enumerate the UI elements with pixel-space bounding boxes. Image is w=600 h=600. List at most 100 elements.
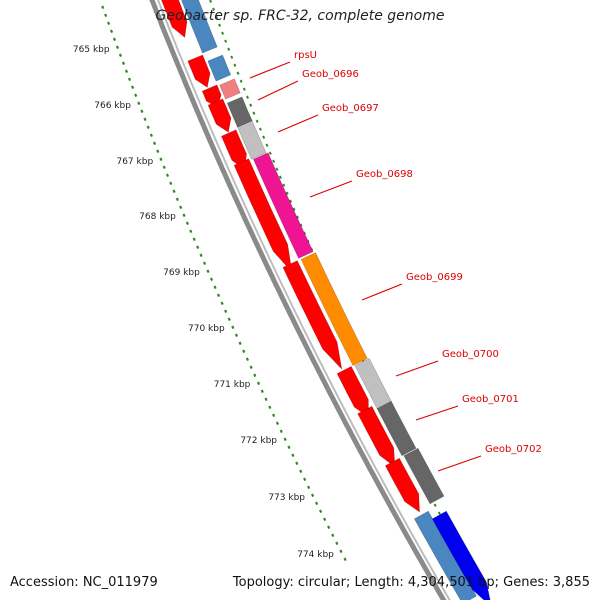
gene-feature <box>207 98 232 133</box>
scale-tick <box>209 277 214 282</box>
gene-leader-line <box>277 114 319 133</box>
scale-tick <box>213 285 217 290</box>
outer-tick <box>275 167 279 171</box>
gene-leader-line <box>309 180 353 198</box>
scale-tick <box>323 517 327 522</box>
scale-tick <box>231 325 235 330</box>
scale-tick <box>303 477 307 482</box>
gene-leader-line <box>415 405 459 421</box>
outer-tick <box>252 111 256 115</box>
outer-tick <box>265 143 269 147</box>
gene-feature <box>237 120 267 160</box>
scale-tick <box>253 373 257 378</box>
outer-tick <box>258 127 262 131</box>
outer-tick <box>212 7 216 11</box>
scale-tick <box>283 437 287 442</box>
scale-tick <box>152 141 157 146</box>
outer-tick <box>242 87 246 91</box>
gene-leader-line <box>437 455 482 472</box>
outer-tick <box>249 103 253 107</box>
outer-tick <box>236 71 240 75</box>
gene-label: Geob_0697 <box>322 103 379 114</box>
gene-label: Geob_0698 <box>356 169 413 180</box>
outer-tick <box>215 15 219 19</box>
gene-feature <box>161 0 188 38</box>
scale-tick <box>227 317 231 322</box>
gene-feature <box>187 54 211 88</box>
scale-label: 765 kbp <box>73 45 110 55</box>
scale-tick <box>182 213 186 218</box>
scale-label: 771 kbp <box>214 380 251 390</box>
scale-tick <box>149 133 153 138</box>
scale-tick <box>245 357 250 362</box>
scale-label: 768 kbp <box>139 212 176 222</box>
outer-tick <box>230 55 234 59</box>
gene-feature <box>403 447 445 505</box>
gene-feature <box>300 252 368 367</box>
accession-text: Accession: NC_011979 <box>10 575 158 590</box>
scale-tick <box>264 397 268 402</box>
outer-tick <box>246 95 249 99</box>
outer-tick <box>437 511 441 515</box>
scale-tick <box>172 189 176 194</box>
outer-tick <box>296 215 300 219</box>
outer-tick <box>289 199 293 203</box>
scale-tick <box>179 205 183 210</box>
scale-tick <box>311 493 315 498</box>
outer-tick <box>282 183 286 187</box>
gene-feature <box>357 405 396 468</box>
gene-leader-line <box>395 360 439 377</box>
genome-backbone <box>149 0 447 600</box>
scale-tick <box>256 381 261 386</box>
outer-tick <box>262 135 266 139</box>
scale-tick <box>268 405 272 410</box>
gene-feature <box>233 158 293 274</box>
scale-tick <box>175 197 179 202</box>
scale-tick <box>137 101 141 106</box>
gene-feature <box>207 54 232 82</box>
scale-label: 772 kbp <box>240 436 277 446</box>
scale-tick <box>299 469 303 474</box>
gene-label: Geob_0699 <box>406 272 463 283</box>
gene-leader-line <box>257 80 299 101</box>
gene-leader-line <box>361 283 403 301</box>
scale-tick <box>279 429 283 434</box>
scale-tick <box>101 5 105 10</box>
scale-tick <box>130 85 135 90</box>
scale-tick <box>121 61 126 66</box>
gene-feature <box>431 510 491 600</box>
scale-tick <box>189 229 193 234</box>
scale-label: 769 kbp <box>163 268 200 278</box>
scale-tick <box>260 389 264 394</box>
scale-tick <box>162 165 166 170</box>
outer-tick <box>278 175 282 179</box>
scale-tick <box>291 453 295 458</box>
scale-tick <box>159 157 163 162</box>
scale-tick <box>169 181 173 186</box>
outer-tick <box>255 119 259 123</box>
scale-tick <box>216 293 221 298</box>
gene-feature <box>253 152 314 259</box>
scale-tick <box>339 549 343 554</box>
map-title: Geobacter sp. FRC-32, complete genome <box>155 8 445 24</box>
scale-tick <box>185 221 190 226</box>
scale-tick <box>220 301 224 306</box>
gene-feature <box>219 78 241 100</box>
scale-tick <box>115 45 120 50</box>
gene-feature <box>376 400 417 457</box>
scale-tick <box>343 557 347 562</box>
scale-label: 770 kbp <box>188 324 225 334</box>
scale-tick <box>295 461 299 466</box>
outer-tick <box>227 47 231 51</box>
scale-tick <box>206 269 210 274</box>
scale-tick <box>146 125 150 130</box>
scale-tick <box>192 237 196 242</box>
scale-tick <box>287 445 291 450</box>
scale-label: 774 kbp <box>297 550 334 560</box>
scale-tick <box>234 333 239 338</box>
outer-tick <box>221 31 225 35</box>
scale-tick <box>242 349 246 354</box>
scale-tick <box>249 365 253 370</box>
